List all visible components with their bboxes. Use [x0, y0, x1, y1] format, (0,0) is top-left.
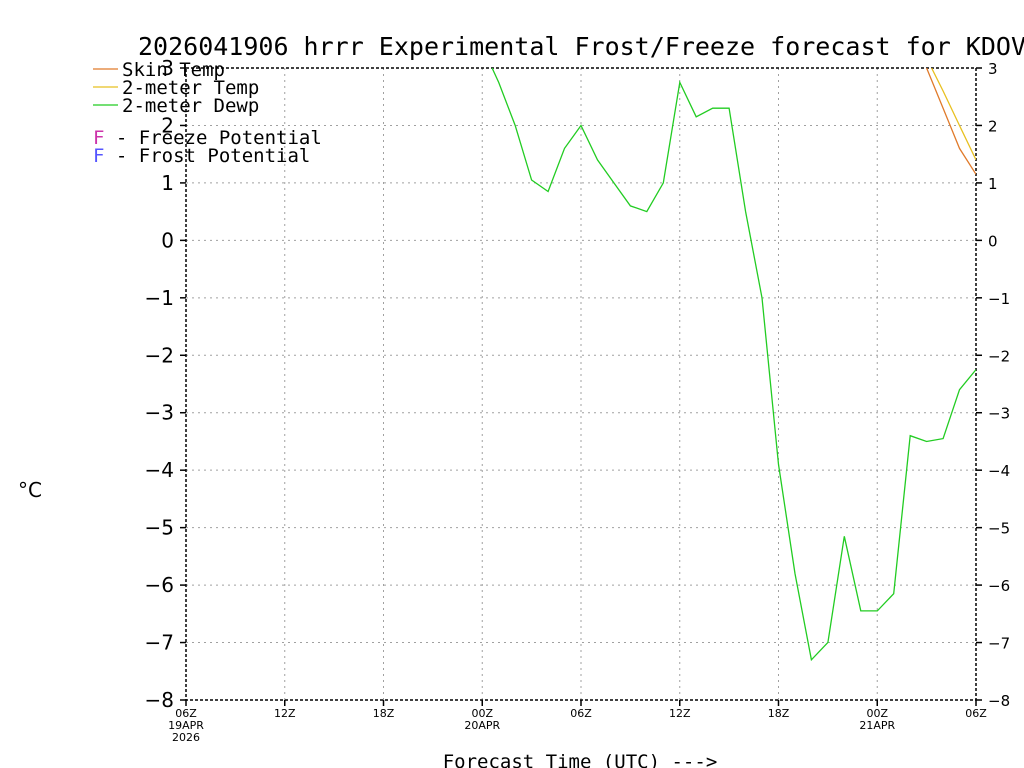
x-tick-label: 21APR	[859, 719, 895, 732]
x-tick-label: 18Z	[768, 707, 790, 720]
y-tick-label-left: 3	[161, 56, 174, 80]
x-tick-label: 19APR	[168, 719, 204, 732]
potential-legend-entry: F - Freeze Potential	[93, 127, 322, 149]
potential-marker: F	[93, 127, 104, 149]
potential-legend-entry: F - Frost Potential	[93, 145, 310, 167]
legend-label: 2-meter Dewp	[122, 95, 259, 117]
series-line-2-meter-dewp	[491, 68, 976, 662]
x-tick-label: 20APR	[464, 719, 500, 732]
potential-text: - Frost Potential	[104, 145, 310, 167]
y-tick-label-right: 0	[988, 232, 998, 250]
y-tick-label-right: −3	[988, 405, 1010, 423]
y-axis: 3 3 2 2 1 1 0 0 −1 −1 −2 −2 −3 −3 −4 −4 −5 −5 −6 −6 −7 −7 −8 −8	[145, 56, 1011, 712]
y-tick-label-right: 3	[988, 60, 998, 78]
chart-title: 2026041906 hrrr Experimental Frost/Freez…	[138, 32, 1024, 61]
y-tick-label-left: 0	[161, 228, 174, 252]
y-tick-label-left: −1	[145, 286, 174, 310]
y-tick-label-left: −8	[145, 688, 174, 712]
y-tick-label-right: −6	[988, 577, 1010, 595]
y-tick-label-left: −7	[145, 631, 174, 655]
y-tick-label-right: −4	[988, 462, 1010, 480]
series-line-skin-temp	[925, 68, 976, 175]
y-tick-label-left: −4	[145, 458, 174, 482]
y-tick-label-right: −1	[988, 290, 1010, 308]
x-tick-label: 06Z	[570, 707, 592, 720]
x-tick-label: 00Z	[471, 707, 493, 720]
legend-label: Skin Temp	[122, 59, 225, 81]
potential-marker: F	[93, 145, 104, 167]
x-axis-label: Forecast Time (UTC) --->	[443, 751, 718, 768]
y-tick-label-right: −7	[988, 635, 1010, 653]
y-tick-label-left: −3	[145, 401, 174, 425]
y-tick-label-right: 1	[988, 175, 998, 193]
y-tick-label-left: −2	[145, 343, 174, 367]
series-lines	[491, 68, 976, 662]
y-tick-label-right: −5	[988, 520, 1010, 538]
x-tick-label: 06Z	[175, 707, 197, 720]
legend-label: 2-meter Temp	[122, 77, 259, 99]
y-tick-label-right: −8	[988, 692, 1010, 710]
y-tick-label-right: −2	[988, 347, 1010, 365]
x-tick-label: 2026	[172, 731, 200, 744]
x-tick-label: 12Z	[669, 707, 691, 720]
potential-text: - Freeze Potential	[104, 127, 321, 149]
x-tick-label: 06Z	[965, 707, 987, 720]
x-tick-label: 12Z	[274, 707, 296, 720]
y-tick-label-left: −5	[145, 516, 174, 540]
y-tick-label-right: 2	[988, 117, 998, 135]
x-tick-label: 00Z	[866, 707, 888, 720]
y-tick-label-left: −6	[145, 573, 174, 597]
x-tick-label: 18Z	[373, 707, 395, 720]
y-tick-label-left: 1	[161, 171, 174, 195]
y-axis-label: °C	[18, 478, 42, 502]
series-line-2-meter-temp	[931, 68, 976, 161]
y-tick-label-left: 2	[161, 113, 174, 137]
